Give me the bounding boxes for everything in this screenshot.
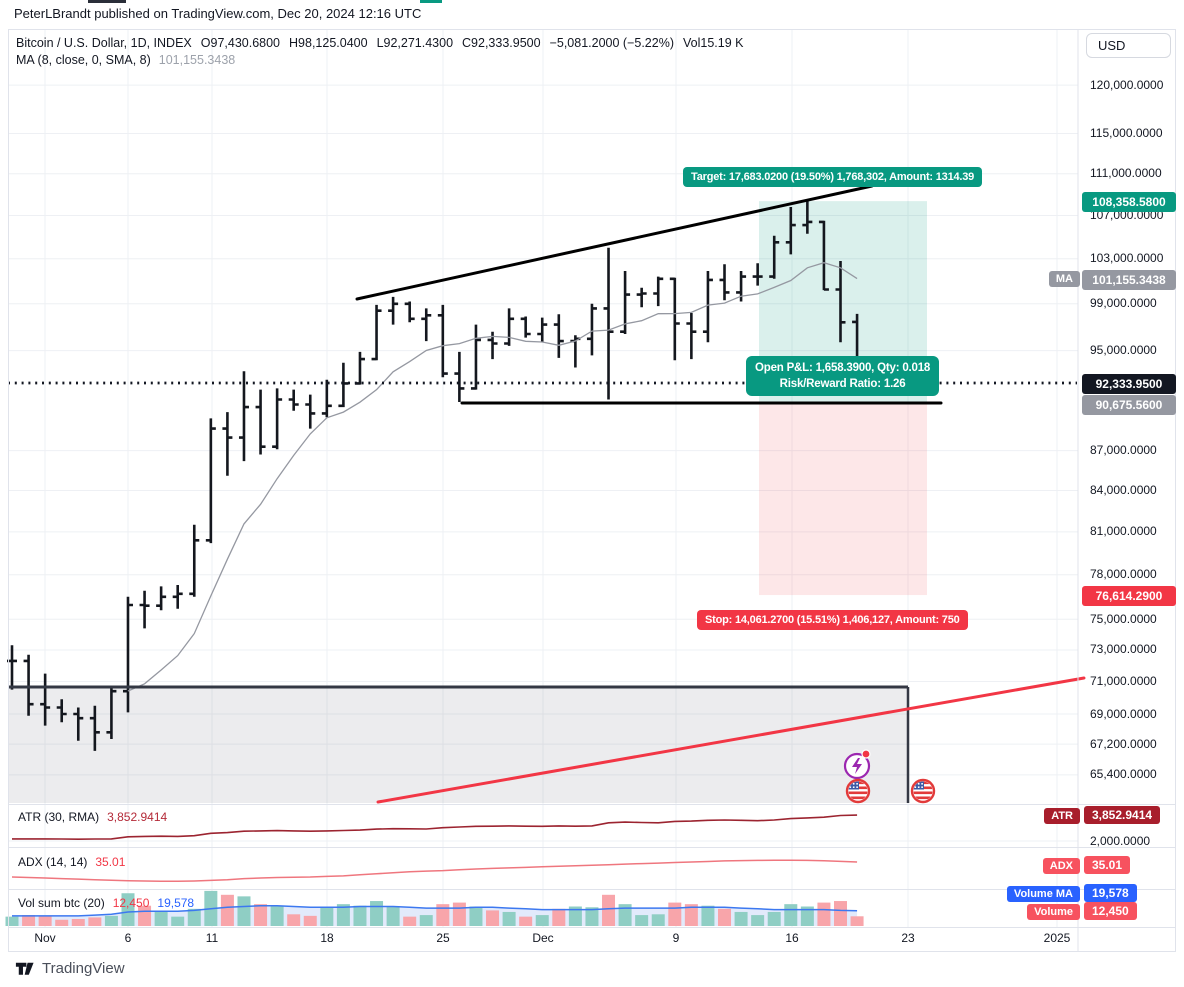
price-badge: 90,675.5600 bbox=[1082, 395, 1176, 415]
target-label[interactable]: Target: 17,683.0200 (19.50%) 1,768,302, … bbox=[683, 167, 983, 187]
atr-legend: ATR (30, RMA) 3,852.9414 bbox=[18, 810, 167, 824]
ma-axis-tag-badge: MA bbox=[1048, 271, 1080, 287]
tradingview-footer: TradingView bbox=[14, 958, 125, 979]
open-pnl-label[interactable]: Open P&L: 1,658.3900, Qty: 0.018 Risk/Re… bbox=[746, 356, 940, 396]
price-axis-label: 73,000.0000 bbox=[1090, 642, 1157, 656]
stop-label[interactable]: Stop: 14,061.2700 (15.51%) 1,406,127, Am… bbox=[697, 610, 968, 630]
ohlc-low: L92,271.4300 bbox=[376, 36, 454, 50]
ma-value: 101,155.3438 bbox=[158, 53, 236, 67]
time-axis-label: Dec bbox=[532, 931, 554, 945]
ma-label: MA (8, close, 0, SMA, 8) bbox=[16, 53, 151, 67]
price-axis-label: 81,000.0000 bbox=[1090, 524, 1157, 538]
price-axis-label: 111,000.0000 bbox=[1090, 166, 1162, 180]
clipped-toolbar-fragment bbox=[88, 0, 126, 3]
symbol-title: Bitcoin / U.S. Dollar, 1D, INDEX bbox=[16, 36, 192, 50]
price-badge: 101,155.3438 bbox=[1082, 270, 1176, 290]
attribution-text: PeterLBrandt published on TradingView.co… bbox=[14, 6, 422, 21]
lightning-sticker-icon[interactable] bbox=[843, 749, 871, 780]
adx-legend: ADX (14, 14) 35.01 bbox=[18, 855, 125, 869]
atr-axis-label: 2,000.0000 bbox=[1090, 834, 1151, 848]
volume-ma-value: 19,578 bbox=[157, 896, 195, 910]
price-axis-label: 65,400.0000 bbox=[1090, 767, 1157, 781]
time-axis-label: 23 bbox=[901, 931, 915, 945]
us-flag-sticker-icon[interactable] bbox=[845, 778, 871, 804]
time-axis-label: 2025 bbox=[1043, 931, 1071, 945]
adx-label: ADX (14, 14) bbox=[18, 855, 88, 869]
clipped-toolbar-fragment bbox=[420, 0, 442, 3]
adx-value: 35.01 bbox=[95, 855, 126, 869]
atr-tag-badge: ATR bbox=[1044, 808, 1080, 824]
price-badge: 108,358.5800 bbox=[1082, 192, 1176, 212]
volume-value: Vol15.19 K bbox=[682, 36, 744, 50]
tradingview-brand-text: TradingView bbox=[42, 960, 125, 977]
time-axis-label: 9 bbox=[672, 931, 680, 945]
ma-legend: MA (8, close, 0, SMA, 8) 101,155.3438 bbox=[16, 53, 235, 67]
atr-label: ATR (30, RMA) bbox=[18, 810, 100, 824]
volume-ma-value-badge: 19,578 bbox=[1084, 884, 1137, 902]
change-value: −5,081.2000 (−5.22%) bbox=[549, 36, 674, 50]
price-axis-label: 84,000.0000 bbox=[1090, 483, 1157, 497]
atr-value-badge: 3,852.9414 bbox=[1084, 806, 1161, 824]
ohlc-open: O97,430.6800 bbox=[200, 36, 281, 50]
open-pnl-line1: Open P&L: 1,658.3900, Qty: 0.018 bbox=[755, 362, 931, 374]
price-axis-label: 87,000.0000 bbox=[1090, 443, 1157, 457]
atr-value: 3,852.9414 bbox=[107, 810, 168, 824]
volume-value-badge: 12,450 bbox=[1084, 902, 1137, 920]
time-axis-label: 6 bbox=[124, 931, 132, 945]
adx-value-badge: 35.01 bbox=[1084, 856, 1131, 874]
time-axis-label: 18 bbox=[320, 931, 334, 945]
ohlc-close: C92,333.9500 bbox=[462, 36, 541, 50]
volume-legend: Vol sum btc (20) 12,450 19,578 bbox=[18, 896, 194, 910]
us-flag-sticker-icon[interactable] bbox=[910, 778, 936, 804]
time-axis-label: Nov bbox=[34, 931, 56, 945]
tradingview-logo-icon bbox=[15, 962, 34, 975]
volume-ma-tag-badge: Volume MA bbox=[1006, 886, 1080, 902]
price-axis-label: 99,000.0000 bbox=[1090, 296, 1157, 310]
price-badge: 92,333.9500 bbox=[1082, 374, 1176, 394]
price-axis-label: 69,000.0000 bbox=[1090, 707, 1157, 721]
price-axis-label: 115,000.0000 bbox=[1090, 126, 1163, 140]
price-axis-label: 78,000.0000 bbox=[1090, 567, 1157, 581]
price-badge: 76,614.2900 bbox=[1082, 586, 1176, 606]
time-axis-label: 25 bbox=[436, 931, 450, 945]
volume-tag-badge: Volume bbox=[1027, 904, 1080, 920]
time-axis-label: 16 bbox=[785, 931, 799, 945]
currency-selector-button[interactable]: USD bbox=[1086, 33, 1171, 58]
price-axis-label: 95,000.0000 bbox=[1090, 343, 1157, 357]
price-axis-label: 103,000.0000 bbox=[1090, 251, 1164, 265]
price-axis-label: 71,000.0000 bbox=[1090, 674, 1157, 688]
price-axis-label: 75,000.0000 bbox=[1090, 612, 1157, 626]
price-axis-label: 67,200.0000 bbox=[1090, 737, 1157, 751]
risk-reward-line: Risk/Reward Ratio: 1.26 bbox=[779, 378, 906, 390]
symbol-legend: Bitcoin / U.S. Dollar, 1D, INDEX O97,430.… bbox=[16, 36, 752, 50]
volume-label: Vol sum btc (20) bbox=[18, 896, 105, 910]
volume-current-value: 12,450 bbox=[112, 896, 150, 910]
time-axis-label: 11 bbox=[205, 931, 219, 945]
ohlc-high: H98,125.0400 bbox=[289, 36, 368, 50]
adx-tag-badge: ADX bbox=[1042, 858, 1080, 874]
price-axis-label: 120,000.0000 bbox=[1090, 78, 1164, 92]
